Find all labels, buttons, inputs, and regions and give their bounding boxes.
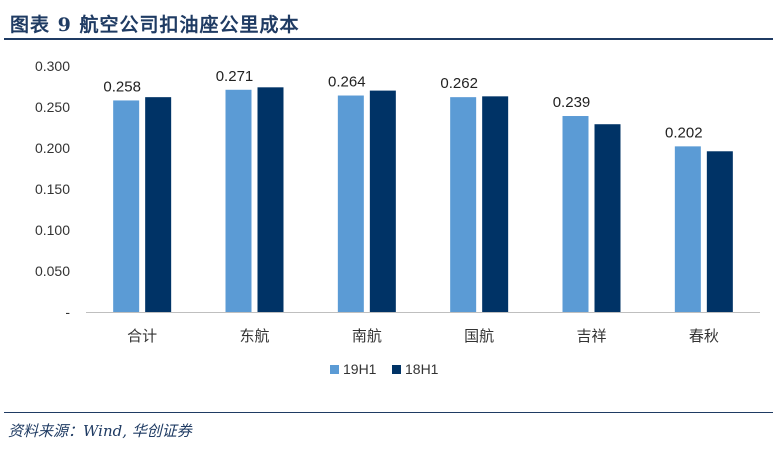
bar-19H1-吉祥: [562, 116, 589, 313]
data-label: 0.239: [553, 94, 591, 111]
bar-18H1-南航: [369, 90, 396, 312]
y-tick-label: 0.150: [35, 181, 70, 197]
x-category-label: 南航: [352, 328, 382, 345]
bar-19H1-合计: [113, 100, 140, 312]
x-category-label: 国航: [464, 328, 494, 345]
data-label: 0.258: [103, 78, 141, 95]
y-tick-label: 0.200: [35, 140, 70, 156]
bar-18H1-国航: [482, 96, 509, 312]
bar-18H1-东航: [257, 87, 284, 312]
legend: 19H1 18H1: [330, 361, 439, 377]
legend-swatch-19H1: [330, 365, 339, 374]
data-label: 0.264: [328, 74, 366, 91]
bar-19H1-春秋: [674, 146, 701, 312]
y-tick-label: -: [65, 304, 70, 320]
x-category-label: 吉祥: [576, 328, 606, 345]
y-axis: - 0.050 0.100 0.150 0.200 0.250 0.300: [35, 58, 70, 320]
x-axis: 合计 东航 南航 国航 吉祥 春秋: [86, 312, 760, 345]
x-category-label: 东航: [239, 328, 269, 345]
bar-18H1-合计: [145, 97, 172, 312]
bar-18H1-春秋: [706, 151, 733, 312]
y-tick-label: 0.100: [35, 222, 70, 238]
footer-divider: [4, 412, 773, 413]
y-tick-label: 0.250: [35, 99, 70, 115]
data-label: 0.202: [665, 124, 703, 141]
bar-19H1-国航: [450, 97, 477, 312]
data-label: 0.262: [440, 75, 478, 92]
figure-title: 图表 9 航空公司扣油座公里成本: [10, 14, 300, 36]
legend-label: 18H1: [405, 361, 439, 377]
x-category-label: 合计: [127, 328, 157, 345]
data-label: 0.271: [216, 68, 254, 85]
bar-series: 0.258 0.271 0.264 0.262 0.239 0.202: [103, 68, 733, 313]
bar-chart: -0.050 0.100 0.150 0.200 0.250 0.300 0.258 0.2…: [4, 44, 773, 408]
bar-18H1-吉祥: [594, 124, 621, 312]
figure-title-bar: 图表 9 航空公司扣油座公里成本: [4, 4, 773, 40]
legend-label: 19H1: [343, 361, 377, 377]
source-note: 资料来源：Wind, 华创证券: [8, 422, 192, 440]
bar-19H1-东航: [225, 89, 252, 312]
bar-19H1-南航: [337, 95, 364, 312]
x-category-label: 春秋: [689, 328, 719, 345]
legend-swatch-18H1: [392, 365, 401, 374]
y-tick-label: 0.300: [35, 58, 70, 74]
y-tick-label: 0.050: [35, 263, 70, 279]
